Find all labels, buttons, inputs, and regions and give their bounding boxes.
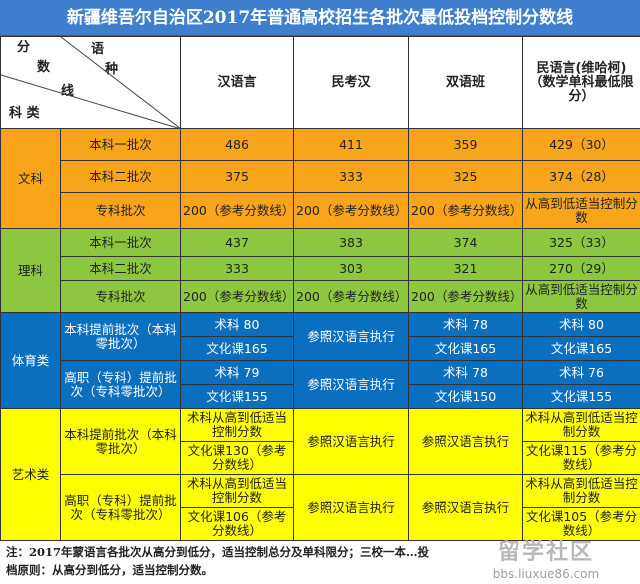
cell: 术科 78 bbox=[408, 360, 523, 385]
table-row: 文化课130（参考分数线） 文化课115（参考分数线） bbox=[1, 441, 640, 475]
cell: 从高到低适当控制分数 bbox=[522, 280, 640, 313]
cell: 200（参考分数线） bbox=[408, 192, 523, 229]
cell: 200（参考分数线） bbox=[408, 280, 523, 313]
cell: 486 bbox=[180, 128, 294, 161]
cell: 411 bbox=[293, 128, 409, 161]
cell: 参照汉语言执行 bbox=[293, 408, 409, 475]
table-row: 专科批次 200（参考分数线） 200（参考分数线） 200（参考分数线） 从高到低适当… bbox=[1, 192, 640, 229]
category-cell: 体育类 bbox=[0, 312, 61, 409]
corner-zhong: 种 bbox=[105, 62, 119, 77]
cell: 参照汉语言执行 bbox=[293, 474, 409, 541]
cell: 本科一批次 bbox=[60, 128, 181, 161]
table-row: 本科二批次 333 303 321 270（29） bbox=[1, 256, 640, 281]
cell: 文化课155 bbox=[180, 384, 294, 409]
cell: 本科一批次 bbox=[60, 228, 181, 257]
cell: 359 bbox=[408, 128, 523, 161]
cell: 术科 80 bbox=[180, 312, 294, 337]
cell: 术科 76 bbox=[522, 360, 640, 385]
table-row: 高职（专科）提前批次（专科零批次） 术科从高到低适当控制分数 参照汉语言执行 参照汉语… bbox=[1, 474, 640, 541]
cell: 术科从高到低适当控制分数 bbox=[522, 474, 640, 508]
cell: 303 bbox=[293, 256, 409, 281]
cell: 321 bbox=[408, 256, 523, 281]
cell: 270（29） bbox=[522, 256, 640, 281]
cell: 374（28） bbox=[522, 160, 640, 193]
cell: 参照汉语言执行 bbox=[408, 474, 523, 541]
cell: 374 bbox=[408, 228, 523, 257]
cell: 383 bbox=[293, 228, 409, 257]
cell: 333 bbox=[180, 256, 294, 281]
cell: 文化课165 bbox=[522, 336, 640, 361]
score-table: 分 数 线 语 种 科 类 汉语言 民考汉 双语班 民语言(维哈柯)（数学单科最… bbox=[0, 36, 640, 541]
corner-cell: 分 数 线 语 种 科 类 bbox=[0, 36, 181, 129]
watermark-url: bbs.liuxue86.com bbox=[492, 567, 600, 581]
cell: 本科二批次 bbox=[60, 256, 181, 281]
table-row: 艺术类 本科提前批次（本科零批次） 术科从高到低适当控制分数 参照汉语言执行 参照汉语言… bbox=[0, 408, 640, 541]
cell: 429（30） bbox=[522, 128, 640, 161]
cell: 文化课150 bbox=[408, 384, 523, 409]
cell: 200（参考分数线） bbox=[180, 192, 294, 229]
cell: 专科批次 bbox=[60, 280, 181, 313]
cell: 文化课165 bbox=[408, 336, 523, 361]
category-cell: 理科 bbox=[0, 228, 61, 313]
cell: 本科二批次 bbox=[60, 160, 181, 193]
cell: 专科批次 bbox=[60, 192, 181, 229]
col-header: 民语言(维哈柯)（数学单科最低限分） bbox=[522, 36, 640, 129]
cell: 本科提前批次（本科零批次） bbox=[60, 312, 181, 361]
cell: 文化课155 bbox=[522, 384, 640, 409]
col-header: 汉语言 bbox=[180, 36, 294, 129]
cell: 术科 79 bbox=[180, 360, 294, 385]
cell: 文化课130（参考分数线） bbox=[180, 441, 294, 475]
cell: 325 bbox=[408, 160, 523, 193]
table-row: 体育类 本科提前批次（本科零批次） 术科 80 参照汉语言执行 术科 78 术科 80 bbox=[0, 312, 640, 409]
cell: 参照汉语言执行 bbox=[293, 360, 409, 409]
table-row: 理科 本科一批次 437 383 374 325（33） bbox=[0, 228, 640, 313]
cell: 高职（专科）提前批次（专科零批次） bbox=[60, 360, 181, 409]
cell: 文化课105（参考分数线） bbox=[522, 507, 640, 541]
table-row: 文化课155 文化课150 文化课155 bbox=[1, 384, 640, 409]
cell: 333 bbox=[293, 160, 409, 193]
cell: 437 bbox=[180, 228, 294, 257]
category-cell: 艺术类 bbox=[0, 408, 61, 541]
table-row: 文化课106（参考分数线） 文化课105（参考分数线） bbox=[1, 507, 640, 541]
footnote: 注：2017年蒙语言各批次从高分到低分，适当控制总分及单科限分；三校一本…投档原… bbox=[6, 545, 430, 577]
table-row: 专科批次 200（参考分数线） 200（参考分数线） 200（参考分数线） 从高到低适当… bbox=[1, 280, 640, 313]
cell: 术科从高到低适当控制分数 bbox=[180, 408, 294, 442]
cell: 文化课106（参考分数线） bbox=[180, 507, 294, 541]
watermark-logo: 留学社区 bbox=[497, 540, 594, 565]
page-title: 新疆维吾尔自治区2017年普通高校招生各批次最低投档控制分数线 bbox=[0, 0, 640, 36]
cell: 术科 78 bbox=[408, 312, 523, 337]
cell: 文化课115（参考分数线） bbox=[522, 441, 640, 475]
cell: 术科 80 bbox=[522, 312, 640, 337]
cell: 200（参考分数线） bbox=[180, 280, 294, 313]
corner-xian: 线 bbox=[61, 84, 75, 99]
cell: 375 bbox=[180, 160, 294, 193]
corner-yu: 语 bbox=[91, 42, 105, 57]
table-row: 高职（专科）提前批次（专科零批次） 术科 79 参照汉语言执行 术科 78 术科 76 bbox=[1, 360, 640, 409]
corner-fen: 分 bbox=[17, 40, 31, 55]
col-header: 双语班 bbox=[408, 36, 523, 129]
cell: 本科提前批次（本科零批次） bbox=[60, 408, 181, 475]
header-row: 分 数 线 语 种 科 类 汉语言 民考汉 双语班 民语言(维哈柯)（数学单科最… bbox=[0, 36, 640, 129]
cell: 200（参考分数线） bbox=[293, 192, 409, 229]
cell: 325（33） bbox=[522, 228, 640, 257]
corner-shu: 数 bbox=[37, 60, 51, 75]
category-cell: 文科 bbox=[0, 128, 61, 229]
corner-kelei: 科 类 bbox=[9, 106, 40, 121]
cell: 参照汉语言执行 bbox=[408, 408, 523, 475]
table-row: 文科 本科一批次 486 411 359 429（30） bbox=[0, 128, 640, 229]
table-row: 本科二批次 375 333 325 374（28） bbox=[1, 160, 640, 193]
cell: 200（参考分数线） bbox=[293, 280, 409, 313]
col-header: 民考汉 bbox=[293, 36, 409, 129]
cell: 高职（专科）提前批次（专科零批次） bbox=[60, 474, 181, 541]
cell: 术科从高到低适当控制分数 bbox=[180, 474, 294, 508]
cell: 参照汉语言执行 bbox=[293, 312, 409, 361]
cell: 文化课165 bbox=[180, 336, 294, 361]
watermark: 留学社区 bbs.liuxue86.com bbox=[452, 540, 640, 584]
cell: 术科从高到低适当控制分数 bbox=[522, 408, 640, 442]
cell: 从高到低适当控制分数 bbox=[522, 192, 640, 229]
